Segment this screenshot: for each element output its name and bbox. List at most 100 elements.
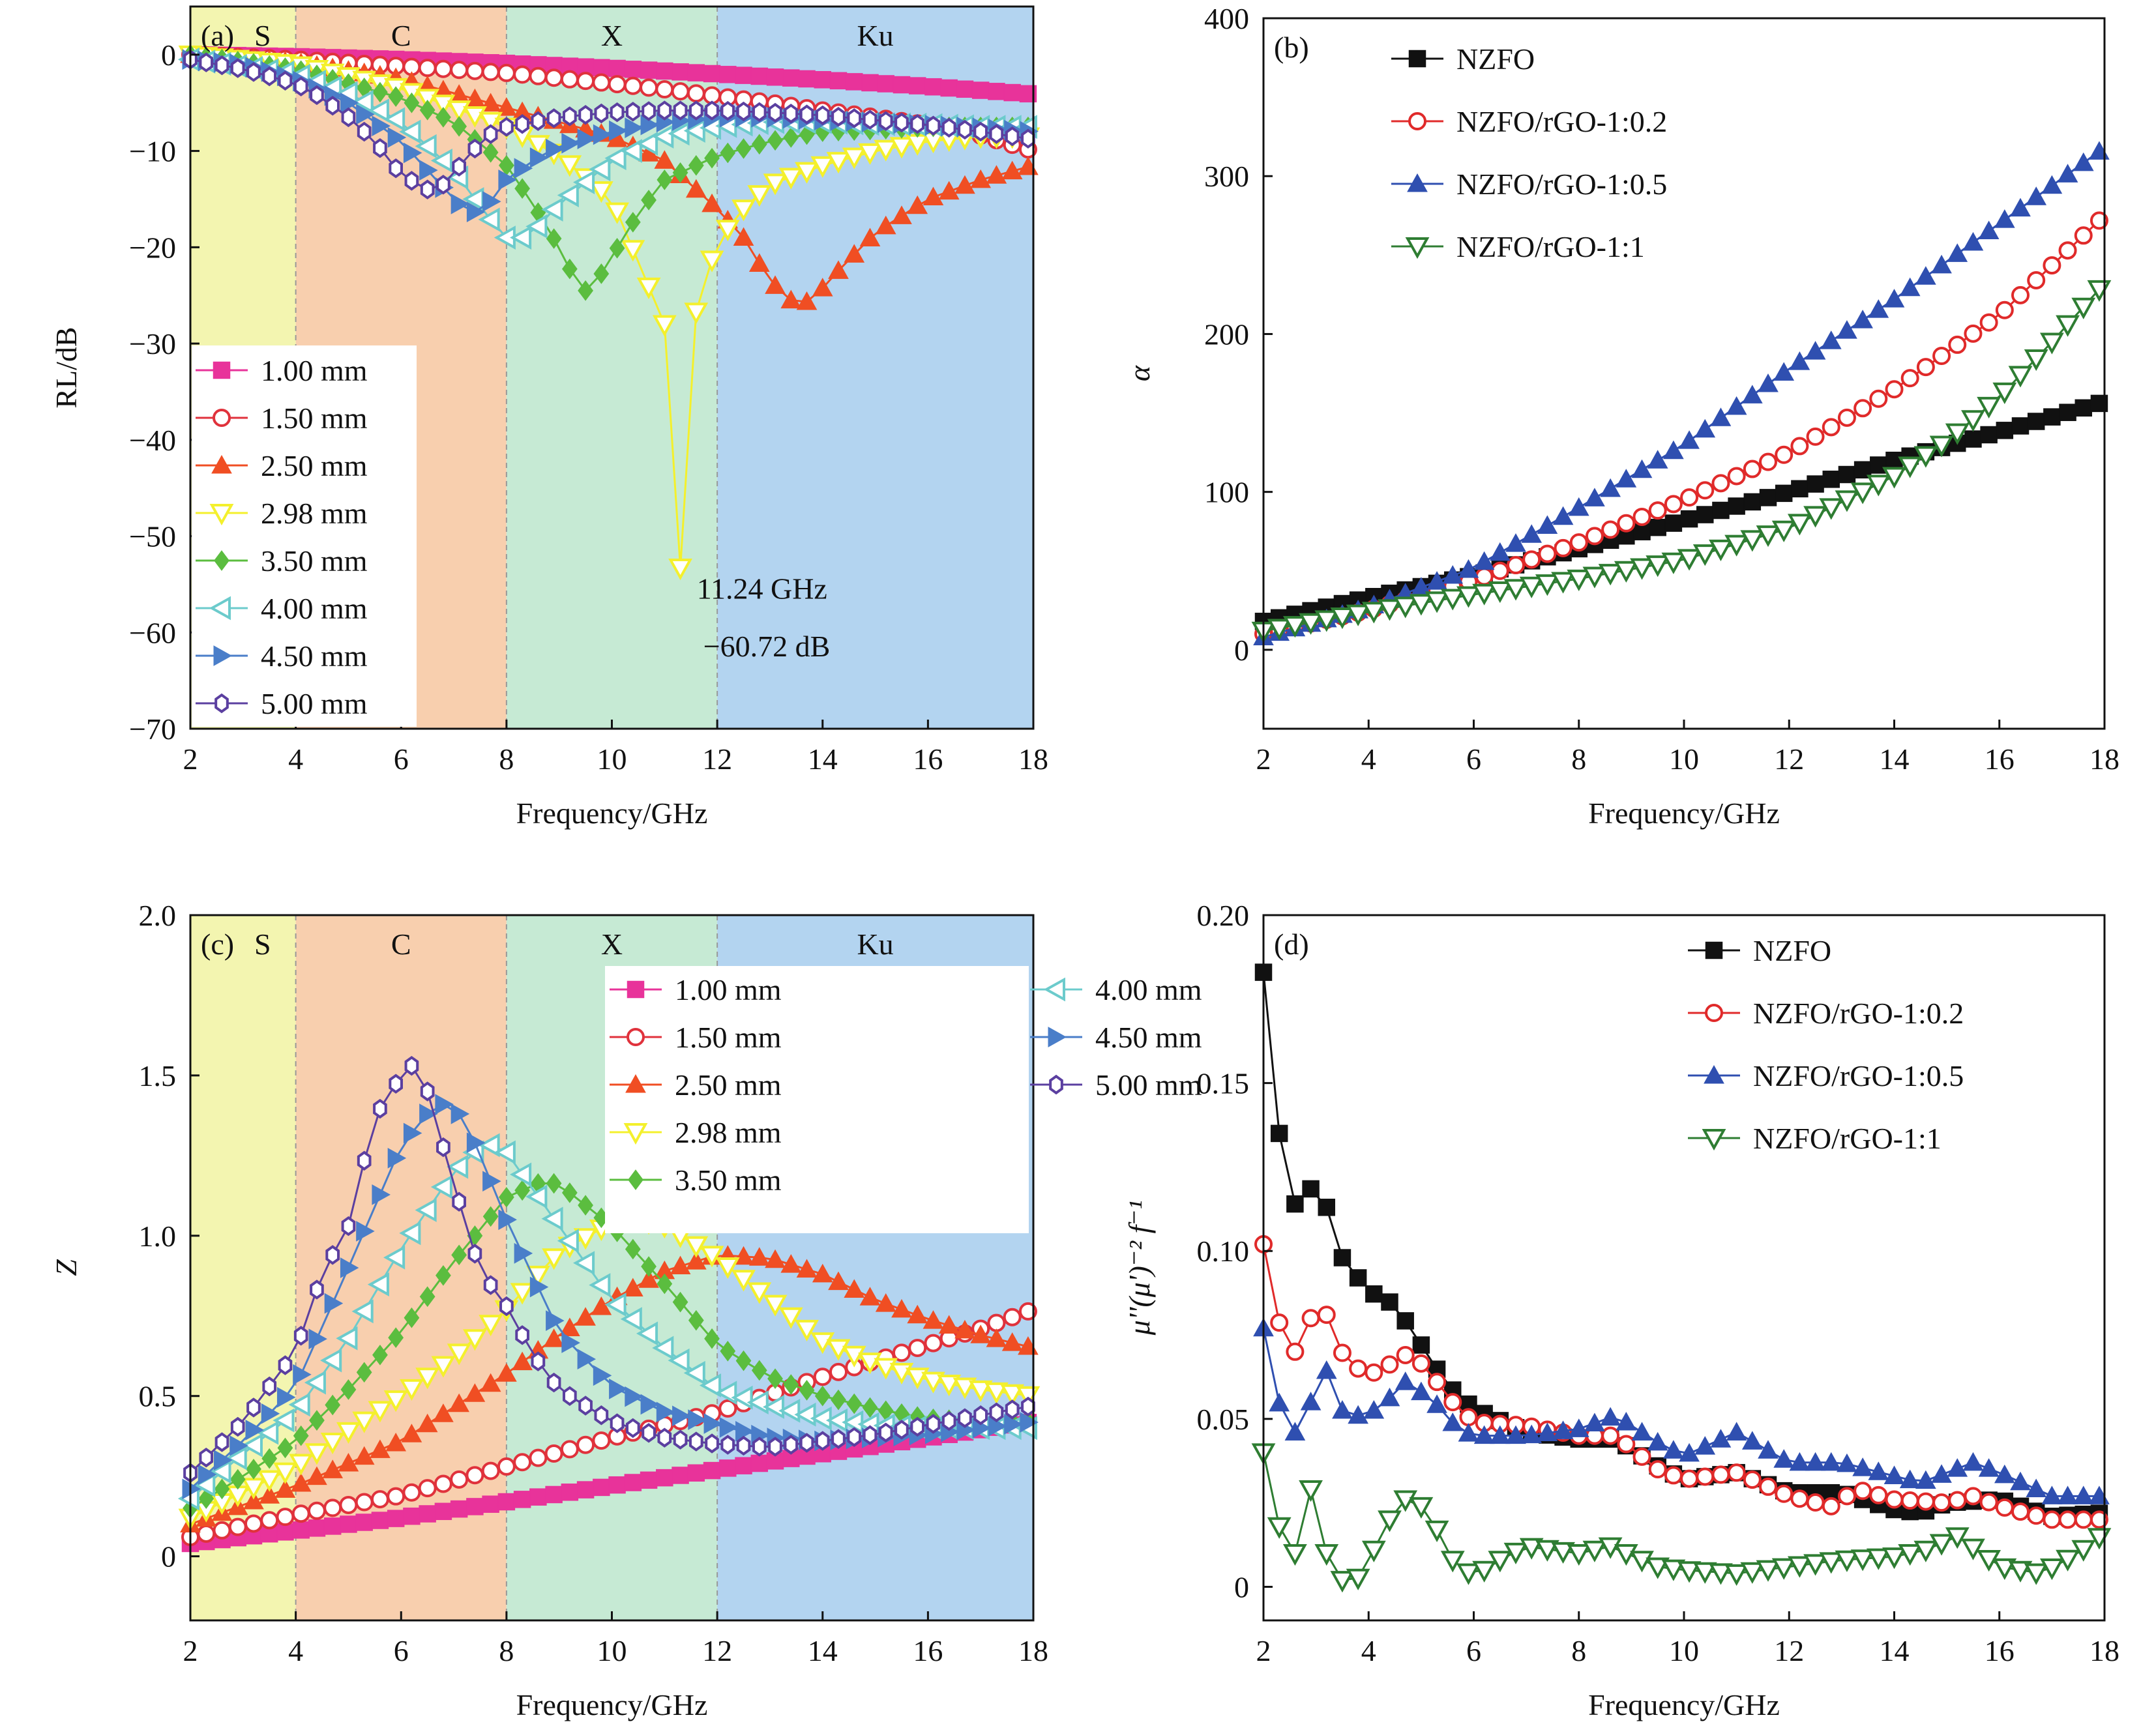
data-point xyxy=(515,1325,529,1345)
data-point xyxy=(1900,1491,1919,1510)
data-point xyxy=(780,289,802,309)
data-point xyxy=(1299,613,1323,635)
data-point xyxy=(751,134,767,155)
data-point xyxy=(1994,209,2015,228)
x-tick-label: 12 xyxy=(1774,742,1804,776)
data-point xyxy=(482,1171,501,1192)
data-point xyxy=(1771,1558,1796,1580)
legend-label: 1.50 mm xyxy=(261,402,368,435)
series-3-50-mm xyxy=(183,44,1036,301)
legend-label: 2.50 mm xyxy=(261,449,368,482)
data-point xyxy=(926,115,941,136)
data-point xyxy=(1853,399,1872,418)
band-label-s: S xyxy=(254,19,271,52)
data-point xyxy=(700,1246,724,1268)
data-point xyxy=(783,127,799,148)
data-point xyxy=(447,100,471,123)
data-point xyxy=(1521,524,1543,543)
data-point xyxy=(372,81,388,103)
data-point xyxy=(1791,480,1809,498)
data-point xyxy=(715,1381,737,1405)
data-point xyxy=(812,278,833,297)
data-point xyxy=(1632,507,1651,526)
data-point xyxy=(340,1257,359,1278)
data-point xyxy=(875,215,896,235)
data-point xyxy=(431,95,456,117)
legend-label: 5.00 mm xyxy=(261,687,368,720)
data-point xyxy=(719,66,737,83)
data-point xyxy=(462,1329,487,1351)
data-point xyxy=(907,1304,928,1324)
legend-marker-icon xyxy=(625,1074,646,1093)
data-point xyxy=(561,1484,579,1501)
data-point xyxy=(340,92,359,113)
data-point xyxy=(703,65,721,83)
data-point xyxy=(767,130,783,151)
y-axis-title: Z xyxy=(50,1259,83,1276)
data-point xyxy=(705,1433,719,1454)
data-point xyxy=(1727,1463,1746,1482)
data-point xyxy=(2024,349,2048,372)
data-point xyxy=(576,1435,595,1454)
x-tick-label: 14 xyxy=(1880,742,1910,776)
data-point xyxy=(561,132,580,154)
data-point xyxy=(400,1379,424,1401)
data-point xyxy=(513,1491,531,1508)
y-tick-label: −30 xyxy=(129,327,176,360)
data-point xyxy=(1428,1373,1447,1392)
data-point xyxy=(310,1280,324,1300)
data-point xyxy=(609,1379,628,1399)
data-point xyxy=(479,1315,503,1337)
data-point xyxy=(529,147,549,168)
data-point xyxy=(320,1348,342,1373)
data-point xyxy=(1696,481,1715,500)
data-point xyxy=(499,1186,514,1208)
data-point xyxy=(1726,1422,1747,1441)
data-point xyxy=(1333,1249,1351,1266)
series-nzfo xyxy=(1254,963,2108,1525)
legend-marker-icon xyxy=(1408,50,1426,68)
data-point xyxy=(2043,1510,2061,1529)
data-point xyxy=(1696,1467,1715,1486)
data-point xyxy=(1837,1453,1857,1472)
data-point xyxy=(593,124,612,145)
data-point xyxy=(399,1221,421,1246)
data-point xyxy=(815,105,830,126)
series-1-00-mm xyxy=(181,46,1037,103)
data-point xyxy=(467,1244,482,1264)
data-point xyxy=(213,1450,233,1470)
data-point xyxy=(767,1368,783,1390)
data-point xyxy=(625,117,643,138)
data-point xyxy=(1994,1464,2015,1484)
data-point xyxy=(703,1461,721,1480)
y-tick-label: 400 xyxy=(1204,2,1249,35)
data-point xyxy=(246,1459,261,1480)
data-point xyxy=(1488,581,1513,604)
data-point xyxy=(351,1299,374,1324)
data-point xyxy=(387,1510,405,1527)
data-point xyxy=(452,1192,466,1212)
data-point xyxy=(859,227,881,246)
data-point xyxy=(1551,572,1575,594)
data-point xyxy=(1980,426,1998,444)
data-point xyxy=(1837,320,1857,339)
data-point xyxy=(810,1332,835,1354)
x-tick-label: 6 xyxy=(1466,1634,1481,1667)
data-point xyxy=(1648,501,1667,520)
x-tick-label: 16 xyxy=(1985,1634,2015,1667)
data-point xyxy=(1378,599,1402,621)
data-point xyxy=(403,1122,422,1144)
data-point xyxy=(2056,315,2080,337)
data-point xyxy=(1771,520,1796,542)
data-point xyxy=(813,1368,832,1386)
data-point xyxy=(719,1459,737,1477)
data-point xyxy=(2056,1549,2080,1572)
y-tick-label: 100 xyxy=(1204,476,1249,509)
data-point xyxy=(1330,1571,1355,1593)
data-point xyxy=(1677,549,1702,571)
data-point xyxy=(1819,498,1844,520)
data-point xyxy=(673,100,688,121)
data-point xyxy=(608,75,627,94)
data-point xyxy=(1820,330,1842,349)
band-label-x: X xyxy=(601,19,623,52)
